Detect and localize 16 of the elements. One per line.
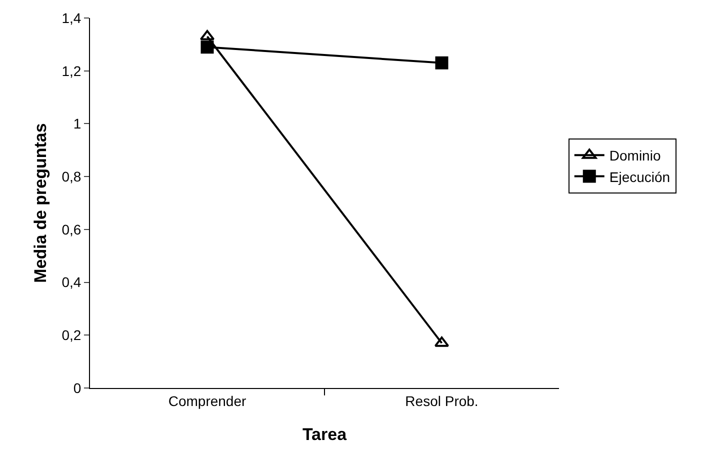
y-tick-label: 0,4: [62, 274, 82, 290]
y-tick-label: 0,6: [62, 221, 82, 238]
point: [200, 40, 214, 54]
y-tick-label: 0,2: [62, 327, 82, 344]
y-tick-label: 1,2: [62, 62, 82, 79]
x-tick-label: Resol Prob.: [405, 392, 478, 409]
x-tick-label: Comprender: [168, 392, 246, 409]
y-tick-label: 0: [73, 380, 82, 396]
y-tick-label: 1: [73, 116, 82, 132]
y-tick-label: 0,8: [62, 168, 82, 184]
point: [435, 56, 448, 70]
legend-label: Dominio: [609, 148, 661, 164]
y-axis-title: Media de preguntas: [31, 123, 50, 283]
x-axis-title: Tarea: [302, 425, 348, 444]
y-tick-label: 1,4: [62, 10, 82, 26]
legend-label: Ejecución: [609, 168, 670, 185]
